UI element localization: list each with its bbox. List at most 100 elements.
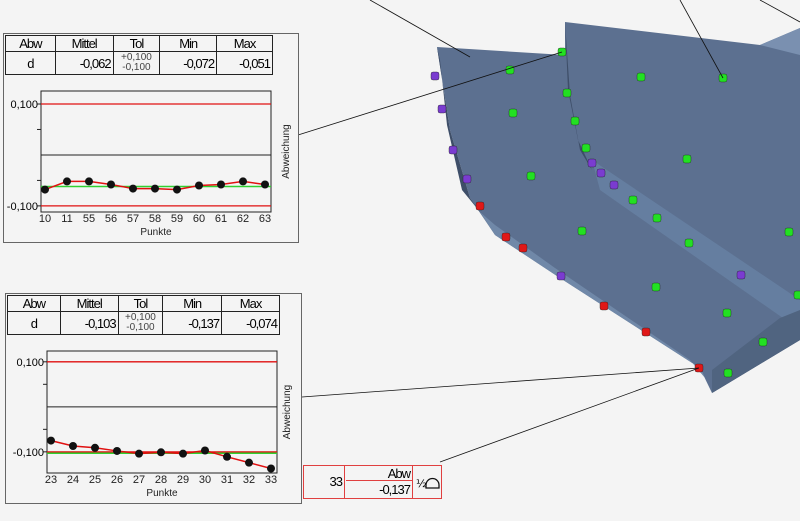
purple-measurement-point[interactable] [736,270,746,280]
data-point[interactable] [47,436,55,445]
value-abw: d [7,311,61,335]
x-tick-label: 60 [193,213,205,225]
x-tick-label: 25 [89,474,101,486]
x-tick-label: 59 [171,213,183,225]
stats-table-1: Abw Mittel Tol Min Max d -0,062 +0,100 -0… [5,35,273,75]
purple-measurement-point[interactable] [587,158,597,168]
red-measurement-point[interactable] [518,243,528,253]
value-tol: +0,100 -0,100 [117,311,164,335]
x-tick-label: 57 [127,213,139,225]
header-tol: Tol [117,295,164,312]
purple-measurement-point[interactable] [462,174,472,184]
green-measurement-point[interactable] [784,227,794,237]
green-measurement-point[interactable] [723,368,733,378]
data-point[interactable] [201,446,209,455]
tol-plus: +0,100 [121,52,152,63]
purple-measurement-point[interactable] [556,271,566,281]
x-axis-label: Punkte [146,488,178,499]
tol-minus: -0,100 [126,322,155,333]
red-measurement-point[interactable] [599,301,609,311]
purple-measurement-point[interactable] [596,168,606,178]
purple-measurement-point[interactable] [437,104,447,114]
header-min: Min [162,295,223,312]
green-measurement-point[interactable] [577,226,587,236]
x-tick-label: 33 [265,474,277,486]
x-tick-label: 62 [237,213,249,225]
value-mittel: -0,062 [54,51,114,75]
header-max: Max [216,35,273,52]
green-measurement-point[interactable] [722,308,732,318]
header-abw: Abw [7,295,61,312]
green-measurement-point[interactable] [562,88,572,98]
green-measurement-point[interactable] [636,72,646,82]
data-point[interactable] [91,443,99,452]
data-point[interactable] [173,185,181,194]
data-point[interactable] [267,464,275,473]
data-point[interactable] [69,441,77,450]
data-point[interactable] [223,452,231,461]
header-abw: Abw [5,35,56,52]
data-point[interactable] [239,177,247,186]
leader-lines [297,0,800,463]
data-point[interactable] [135,449,143,458]
data-point[interactable] [151,184,159,193]
purple-measurement-point[interactable] [430,71,440,81]
header-tol: Tol [112,35,161,52]
value-tol: +0,100 -0,100 [112,51,161,75]
data-point[interactable] [195,181,203,190]
purple-measurement-point[interactable] [609,180,619,190]
data-point[interactable] [245,458,253,467]
stats-table-2: Abw Mittel Tol Min Max d -0,103 +0,100 -0… [7,295,280,335]
x-tick-label: 56 [105,213,117,225]
data-point[interactable] [107,180,115,189]
green-measurement-point[interactable] [682,154,692,164]
data-point[interactable] [113,446,121,455]
header-max: Max [221,295,280,312]
label-value: -0,137 [379,482,411,497]
x-tick-label: 61 [215,213,227,225]
data-point[interactable] [217,180,225,189]
point-label-box[interactable]: 33 Abw -0,137 ½ [303,465,442,499]
green-measurement-point[interactable] [570,116,580,126]
green-measurement-point[interactable] [758,337,768,347]
half-dome-icon: ½ [412,466,442,498]
header-mittel: Mittel [54,35,114,52]
y-tick-label: -0,100 [7,201,38,213]
deviation-chart-2: 0,100 -0,100 23 24 25 26 27 28 29 30 31 32 33 Punkte A… [13,350,293,499]
label-header-abw: Abw [346,466,412,481]
y-axis-label: Abweichung [282,385,293,439]
data-point[interactable] [157,448,165,457]
y-tick-label: 0,100 [16,357,44,369]
plot-area [40,90,272,213]
data-point[interactable] [85,177,93,186]
green-measurement-point[interactable] [628,195,638,205]
data-point[interactable] [179,449,187,458]
point-number: 33 [304,466,345,498]
green-measurement-point[interactable] [652,213,662,223]
data-point[interactable] [41,185,49,194]
x-tick-label: 27 [133,474,145,486]
value-max: -0,074 [221,311,280,335]
value-min: -0,072 [159,51,218,75]
red-measurement-point[interactable] [641,327,651,337]
green-measurement-point[interactable] [526,171,536,181]
green-measurement-point[interactable] [508,108,518,118]
green-measurement-point[interactable] [793,290,800,300]
green-measurement-point[interactable] [684,238,694,248]
data-point[interactable] [129,184,137,193]
red-measurement-point[interactable] [475,201,485,211]
x-tick-label: 23 [45,474,57,486]
green-measurement-point[interactable] [651,282,661,292]
header-min: Min [159,35,218,52]
data-point[interactable] [261,180,269,189]
value-mittel: -0,103 [59,311,119,335]
3d-part-model[interactable] [437,22,800,393]
x-tick-label: 24 [67,474,79,486]
red-measurement-point[interactable] [501,232,511,242]
purple-measurement-point[interactable] [448,145,458,155]
data-point[interactable] [63,177,71,186]
green-measurement-point[interactable] [581,143,591,153]
plot-area [46,350,278,474]
